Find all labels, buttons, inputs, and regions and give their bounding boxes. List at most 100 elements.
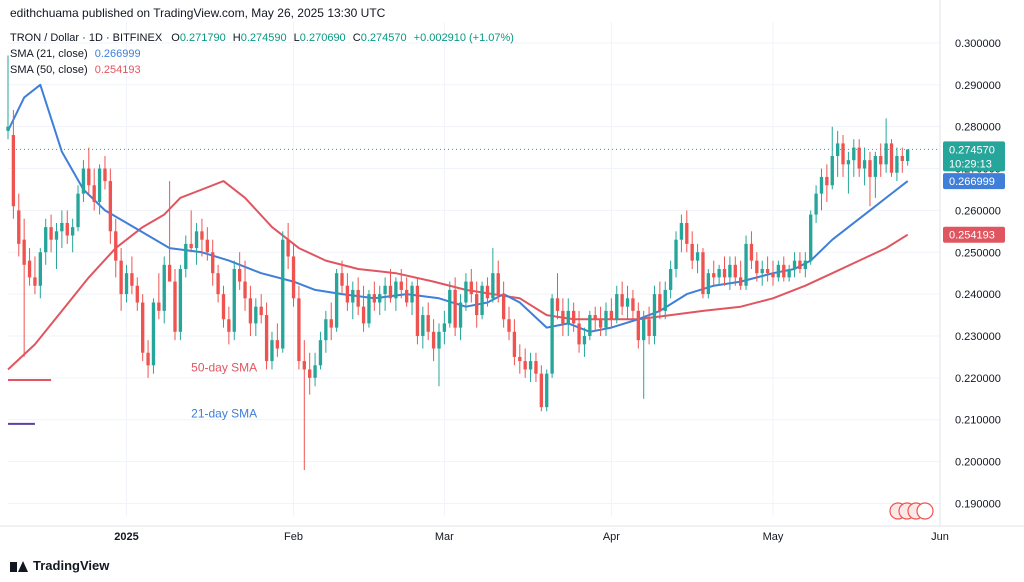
event-flag-icon xyxy=(916,502,934,520)
candle-body xyxy=(782,264,786,278)
candle-body xyxy=(237,269,242,282)
candle-body xyxy=(404,289,409,303)
candle-body xyxy=(76,193,80,228)
candle-body xyxy=(792,260,797,269)
candle-body xyxy=(765,269,770,274)
candle-body xyxy=(819,176,824,194)
ohlc-high: 0.274590 xyxy=(240,32,287,44)
candle-body xyxy=(264,315,269,362)
overlay: 50-day SMA 21-day SMA xyxy=(8,148,940,520)
candle-body xyxy=(356,289,360,307)
candle-body xyxy=(862,160,867,169)
y-tick-label: 0.250000 xyxy=(955,247,1001,259)
candle-body xyxy=(895,155,899,173)
candle-body xyxy=(184,243,188,269)
candle-body xyxy=(340,273,344,286)
candle-body xyxy=(620,294,624,307)
candle-body xyxy=(211,252,215,274)
candle-body xyxy=(458,302,463,328)
candle-body xyxy=(868,160,872,177)
candle-body xyxy=(124,273,129,295)
candle-body xyxy=(776,264,781,278)
candle-body xyxy=(582,335,587,345)
candle-body xyxy=(507,319,511,332)
candle-body xyxy=(167,264,172,282)
candle-body xyxy=(663,289,667,311)
y-tick-label: 0.260000 xyxy=(955,205,1001,217)
candle-body xyxy=(830,155,834,186)
candle-body xyxy=(814,193,818,215)
candle-body xyxy=(108,181,113,232)
candle-body xyxy=(475,294,479,316)
candle-body xyxy=(803,260,807,269)
y-tick-label: 0.290000 xyxy=(955,80,1001,92)
candle-body xyxy=(383,285,387,295)
candle-body xyxy=(367,294,371,324)
candle-body xyxy=(22,239,26,265)
sma50-line-group xyxy=(7,180,909,425)
candle-body xyxy=(378,294,382,303)
candle-body xyxy=(11,135,16,207)
x-tick-label: Feb xyxy=(284,531,303,543)
candle-body xyxy=(291,256,296,299)
candle-body xyxy=(194,231,199,249)
candle-body xyxy=(588,315,592,336)
candle-body xyxy=(189,243,193,249)
y-tick-label: 0.280000 xyxy=(955,122,1001,134)
x-tick-label: Mar xyxy=(435,531,454,543)
x-axis: 2025 Feb Mar Apr May Jun xyxy=(114,531,949,543)
candle-body xyxy=(399,281,403,290)
candle-body xyxy=(728,264,732,278)
candle-body xyxy=(308,369,312,378)
brand-text: TradingView xyxy=(33,558,110,573)
ohlc-low-label: L xyxy=(293,32,300,44)
sma50-legend-label: SMA (50, close) xyxy=(10,64,88,76)
tradingview-branding[interactable]: TradingView xyxy=(10,558,109,573)
candle-body xyxy=(286,239,290,257)
candle-body xyxy=(739,277,743,286)
candle-body xyxy=(685,222,689,244)
candle-body xyxy=(114,231,118,261)
candle-body xyxy=(771,273,775,278)
candle-body xyxy=(221,294,226,320)
sma21-legend[interactable]: SMA (21, close) 0.266999 xyxy=(10,48,141,60)
candle-body xyxy=(162,264,166,311)
candle-body xyxy=(173,281,177,332)
candle-body xyxy=(550,298,554,374)
candle-body xyxy=(97,168,102,203)
candle-body xyxy=(372,294,377,303)
ohlc-close: 0.274570 xyxy=(360,32,407,44)
candle-body xyxy=(205,239,209,253)
y-tick-label: 0.230000 xyxy=(955,331,1001,343)
candle-body xyxy=(571,310,576,324)
x-tick-label: 2025 xyxy=(114,531,138,543)
sma50-legend[interactable]: SMA (50, close) 0.254193 xyxy=(10,64,141,76)
ohlc-open-label: O xyxy=(171,32,180,44)
ohlc-high-label: H xyxy=(232,32,241,44)
candle-body xyxy=(178,269,183,332)
candle-body xyxy=(426,315,430,332)
sma21-legend-label: SMA (21, close) xyxy=(10,48,88,60)
candle-body xyxy=(528,361,533,370)
candle-body xyxy=(857,147,861,169)
candle-body xyxy=(38,252,42,286)
y-tick-label: 0.240000 xyxy=(955,289,1001,301)
candle-body xyxy=(254,306,258,324)
candle-body xyxy=(636,310,640,341)
sma21-price-label: 0.266999 xyxy=(949,176,995,188)
candle-body xyxy=(577,323,581,345)
candle-body xyxy=(351,289,355,303)
candle-body xyxy=(787,269,791,278)
candle-body xyxy=(17,210,21,244)
candle-body xyxy=(157,302,161,311)
candle-body xyxy=(345,285,350,303)
candle-body xyxy=(760,269,764,274)
last-price-tag xyxy=(943,141,1005,172)
chart-annotation: 50-day SMA xyxy=(191,361,257,375)
candle-body xyxy=(658,294,662,311)
candle-body xyxy=(561,310,565,324)
candle-body xyxy=(835,143,840,156)
candle-body xyxy=(518,356,522,362)
sma50-price-label: 0.254193 xyxy=(949,230,995,242)
